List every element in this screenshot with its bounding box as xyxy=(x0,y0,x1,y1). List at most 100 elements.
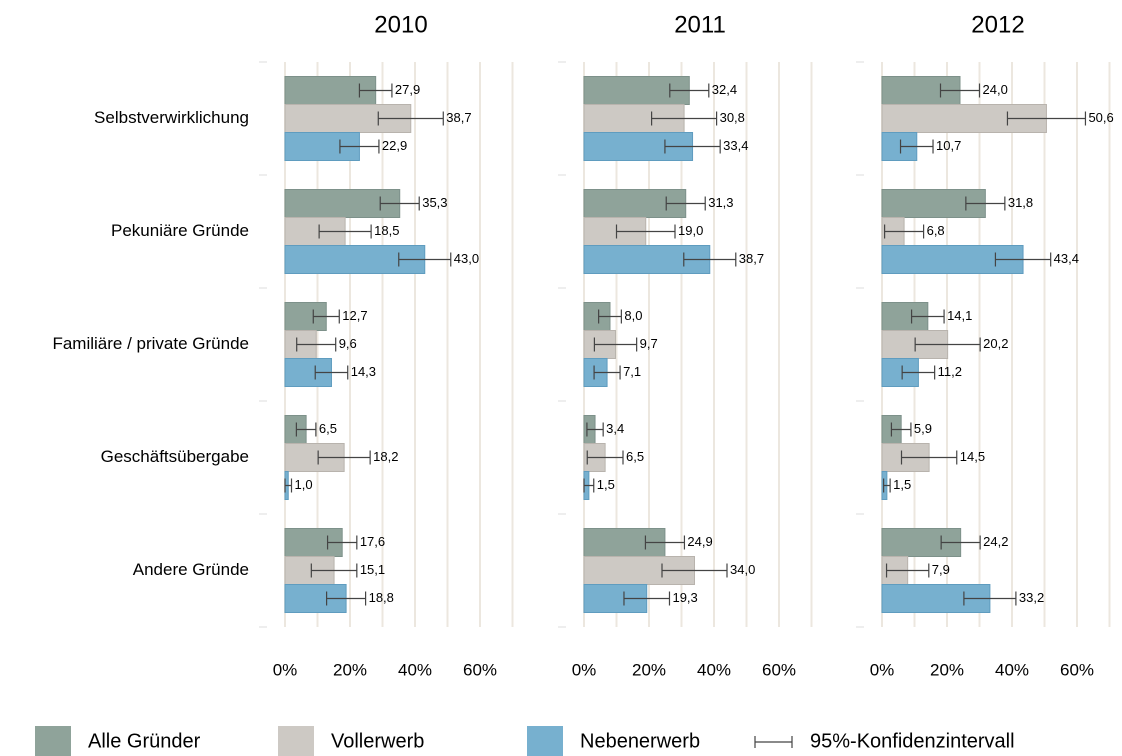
legend-error-symbol xyxy=(754,736,793,748)
error-bar xyxy=(583,478,595,493)
value-label: 22,9 xyxy=(382,138,407,153)
value-label: 43,4 xyxy=(1054,251,1079,266)
y-tick-label: Familiäre / private Gründe xyxy=(52,334,249,353)
error-bar xyxy=(318,224,372,239)
y-tick-label: Geschäftsübergabe xyxy=(101,447,249,466)
bar xyxy=(881,76,961,105)
value-label: 35,3 xyxy=(422,195,447,210)
legend-swatch xyxy=(278,726,314,756)
value-label: 19,3 xyxy=(672,590,697,605)
error-bar xyxy=(883,478,891,493)
error-bar xyxy=(326,535,358,550)
error-bar xyxy=(900,450,958,465)
x-tick-label: 0% xyxy=(273,660,298,679)
value-label: 14,3 xyxy=(351,364,376,379)
x-tick-label: 20% xyxy=(930,660,964,679)
error-bar xyxy=(963,591,1017,606)
error-bar xyxy=(939,83,981,98)
value-label: 8,0 xyxy=(624,308,642,323)
value-label: 7,9 xyxy=(932,562,950,577)
value-label: 31,8 xyxy=(1008,195,1033,210)
error-bar xyxy=(339,139,380,154)
error-bar xyxy=(994,252,1052,267)
x-tick-label: 0% xyxy=(870,660,895,679)
error-bar xyxy=(899,139,934,154)
error-bar xyxy=(314,365,349,380)
value-label: 6,5 xyxy=(626,449,644,464)
value-label: 1,5 xyxy=(597,477,615,492)
value-label: 6,8 xyxy=(927,223,945,238)
error-bar xyxy=(651,111,718,126)
error-bar xyxy=(586,450,624,465)
legend-label: Nebenerwerb xyxy=(580,730,700,752)
value-label: 34,0 xyxy=(730,562,755,577)
x-tick-label: 0% xyxy=(572,660,597,679)
error-bar xyxy=(295,422,317,437)
error-bar xyxy=(598,309,622,324)
x-tick-label: 40% xyxy=(995,660,1029,679)
error-bar xyxy=(377,111,444,126)
value-label: 20,2 xyxy=(983,336,1008,351)
value-label: 1,0 xyxy=(295,477,313,492)
error-bar xyxy=(1006,111,1087,126)
panel-title: 2012 xyxy=(971,11,1024,38)
value-label: 50,6 xyxy=(1088,110,1113,125)
error-bar xyxy=(890,422,912,437)
error-bar xyxy=(615,224,676,239)
x-tick-label: 20% xyxy=(333,660,367,679)
panel-title: 2010 xyxy=(374,11,427,38)
error-bar xyxy=(910,309,945,324)
error-bar xyxy=(914,337,981,352)
value-label: 7,1 xyxy=(623,364,641,379)
y-tick-label: Selbstverwirklichung xyxy=(94,108,249,127)
x-tick-label: 20% xyxy=(632,660,666,679)
legend-swatch xyxy=(35,726,71,756)
x-tick-label: 40% xyxy=(697,660,731,679)
error-bar xyxy=(665,196,706,211)
value-label: 33,2 xyxy=(1019,590,1044,605)
error-bar xyxy=(593,337,638,352)
value-label: 38,7 xyxy=(739,251,764,266)
legend-swatch xyxy=(527,726,563,756)
error-bar xyxy=(885,563,930,578)
error-bar xyxy=(310,563,358,578)
error-bar xyxy=(901,365,936,380)
x-tick-label: 60% xyxy=(1060,660,1094,679)
error-bar xyxy=(398,252,452,267)
error-bar xyxy=(644,535,686,550)
value-label: 9,7 xyxy=(640,336,658,351)
y-tick-label: Andere Gründe xyxy=(133,560,249,579)
value-label: 19,0 xyxy=(678,223,703,238)
value-label: 18,5 xyxy=(374,223,399,238)
value-label: 18,8 xyxy=(369,590,394,605)
legend-label: 95%-Konfidenzintervall xyxy=(810,730,1015,752)
panel-title: 2011 xyxy=(674,11,726,38)
error-bar xyxy=(661,563,728,578)
value-label: 18,2 xyxy=(373,449,398,464)
error-bar xyxy=(379,196,420,211)
error-bar xyxy=(586,422,604,437)
error-bar xyxy=(317,450,371,465)
x-tick-label: 60% xyxy=(762,660,796,679)
value-label: 17,6 xyxy=(360,534,385,549)
value-label: 9,6 xyxy=(339,336,357,351)
error-bar xyxy=(326,591,367,606)
value-label: 12,7 xyxy=(342,308,367,323)
value-label: 14,5 xyxy=(960,449,985,464)
value-label: 24,9 xyxy=(687,534,712,549)
value-label: 10,7 xyxy=(936,138,961,153)
error-bar xyxy=(940,535,981,550)
error-bar xyxy=(296,337,337,352)
value-label: 11,2 xyxy=(938,364,962,379)
error-bar xyxy=(884,224,925,239)
y-tick-label: Pekuniäre Gründe xyxy=(111,221,249,240)
value-label: 24,0 xyxy=(983,82,1008,97)
error-bar xyxy=(593,365,621,380)
error-bar xyxy=(664,139,721,154)
value-label: 24,2 xyxy=(983,534,1008,549)
error-bar xyxy=(284,478,293,493)
legend-label: Alle Gründer xyxy=(88,730,201,752)
value-label: 31,3 xyxy=(708,195,733,210)
